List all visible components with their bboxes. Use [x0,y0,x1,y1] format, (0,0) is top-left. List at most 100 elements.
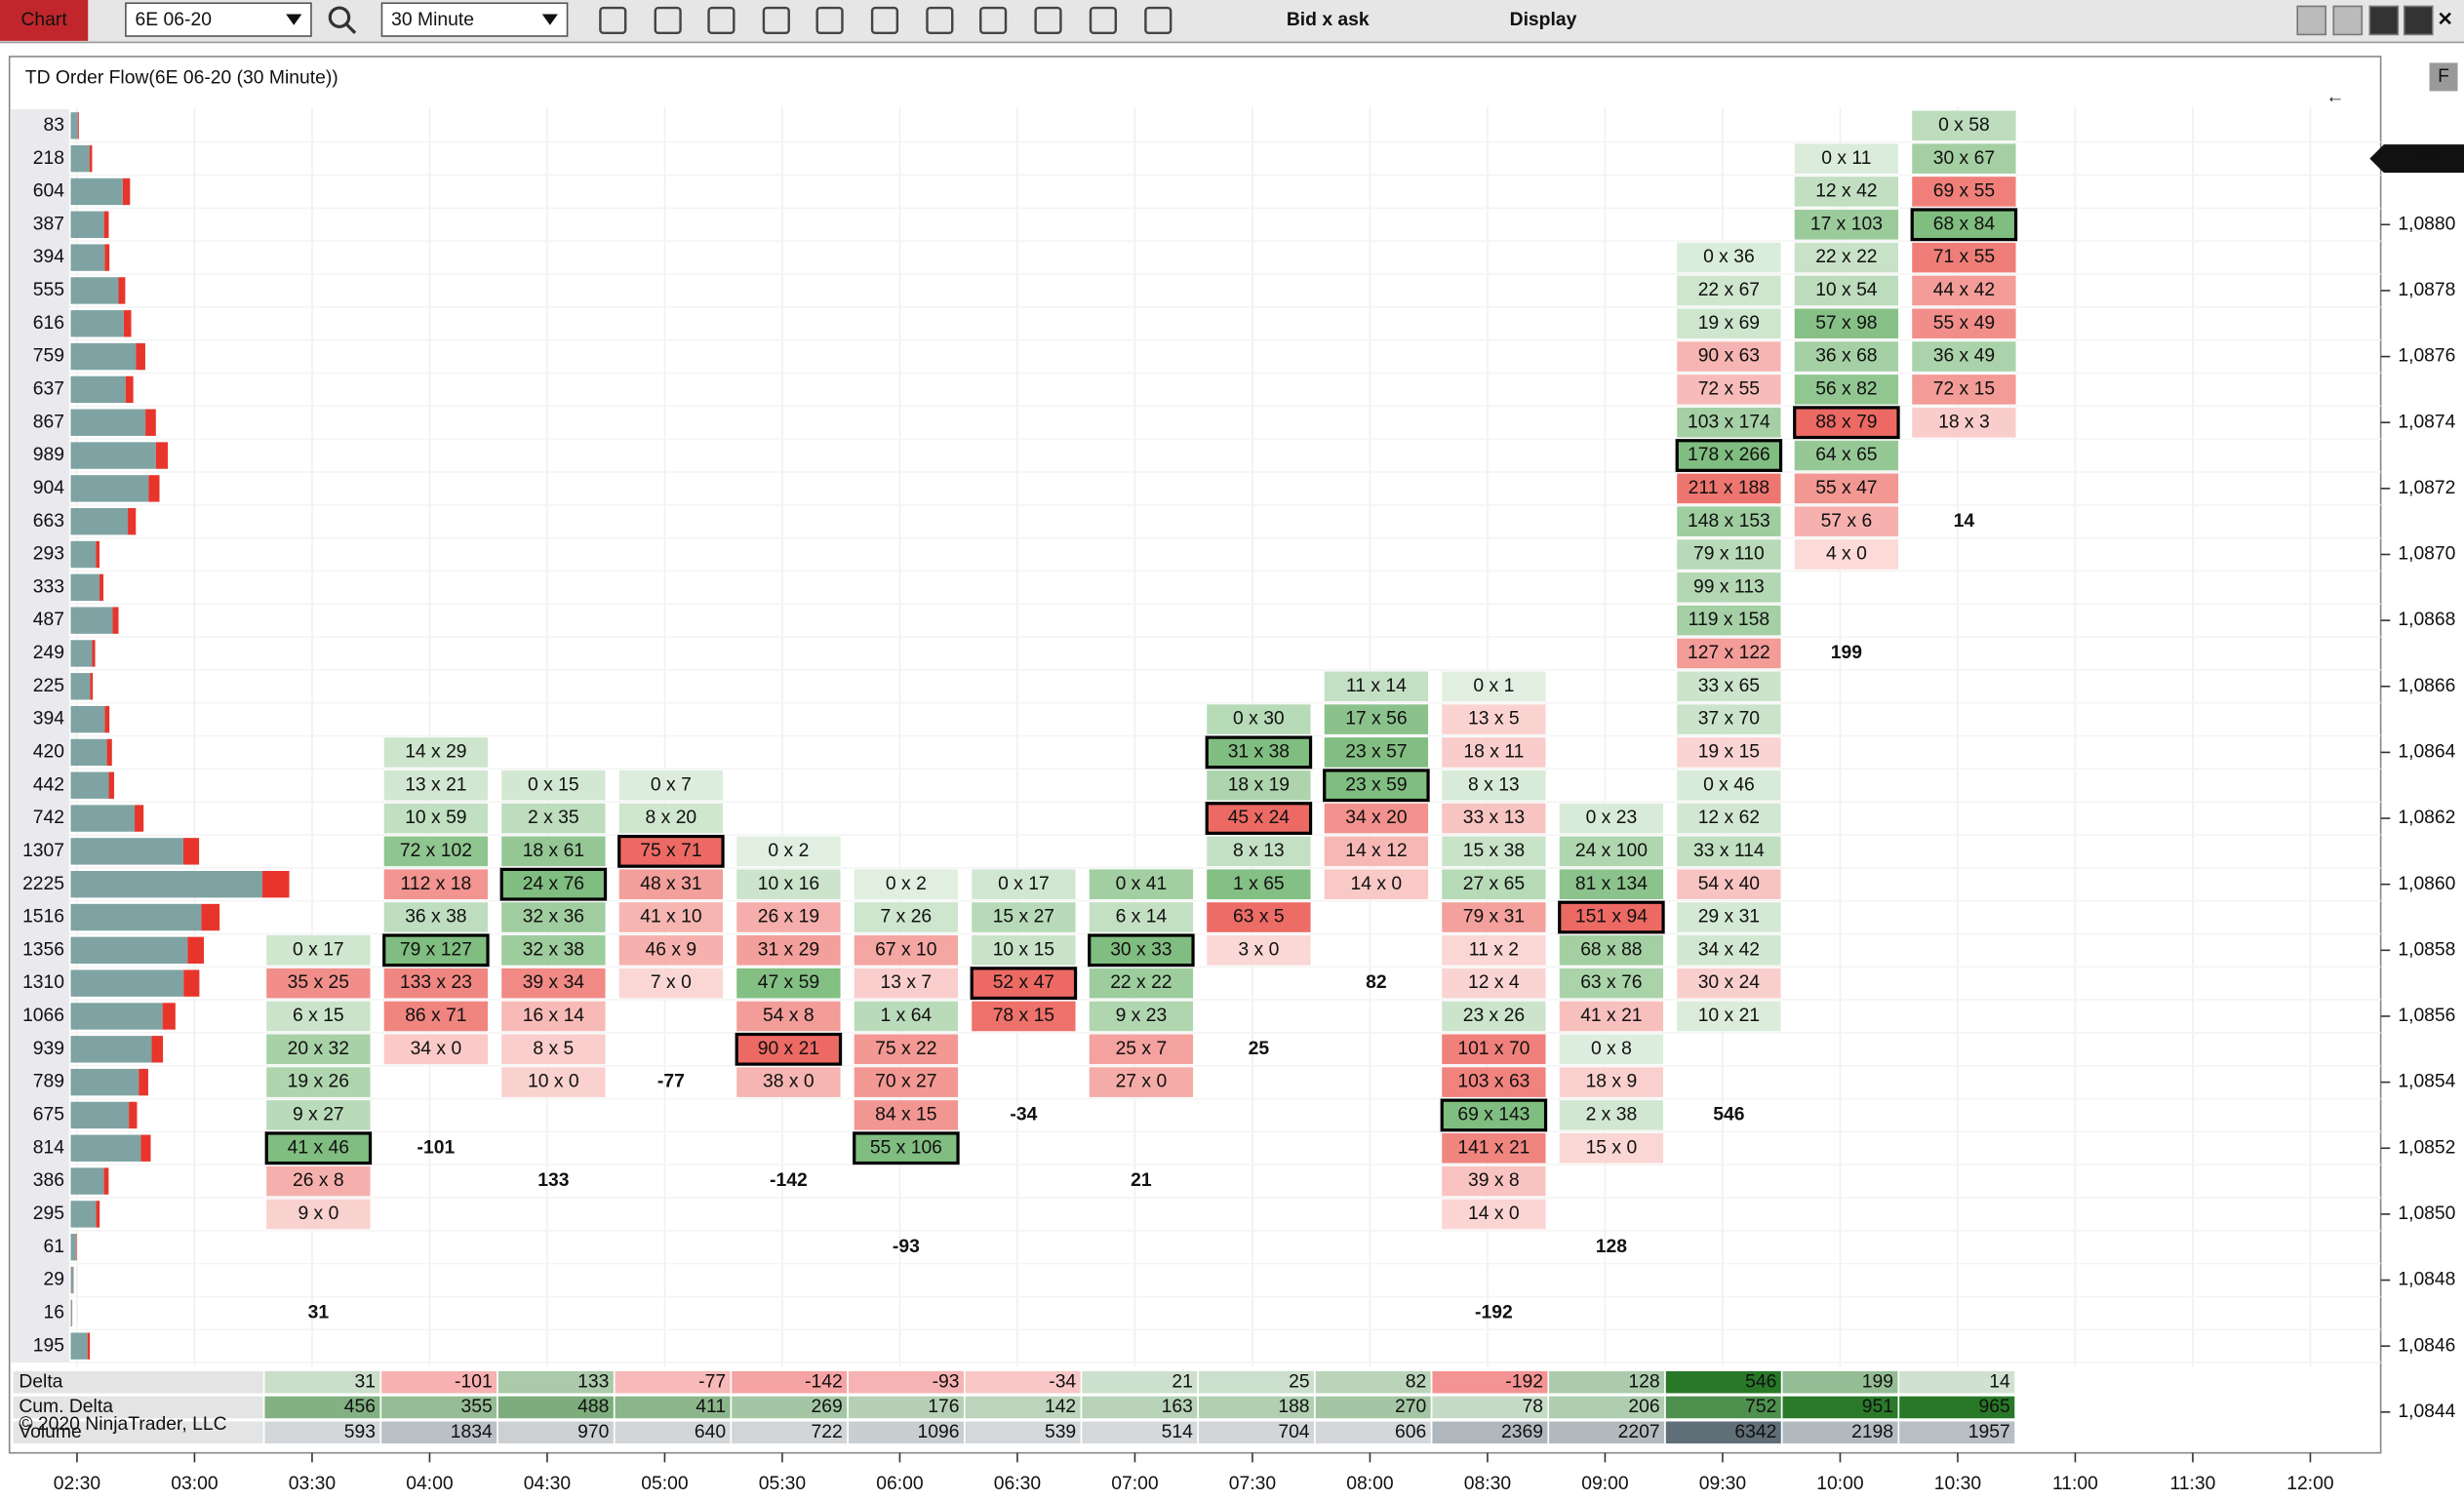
profile-bar-tip [201,903,220,931]
toolbar-icon[interactable] [979,6,1008,35]
cell-label: 35 x 25 [288,972,349,993]
cell-label: 0 x 58 [1938,115,1990,136]
footprint-cell [501,770,606,801]
summary-label: Cum. Delta [19,1397,113,1417]
profile-bar-tip [96,540,99,569]
summary-cell [1780,1395,1900,1420]
cell-label: 68 x 88 [1580,939,1642,960]
toolbar-icon[interactable] [870,6,899,35]
cell-label: 0 x 2 [886,874,927,894]
toolbar-icon[interactable] [815,6,844,35]
profile-bar [70,1101,130,1129]
display-button[interactable]: Display [1510,10,1577,30]
search-icon-handle [344,22,357,34]
summary-value: 78 [1522,1397,1542,1417]
footprint-cell [1442,935,1546,966]
f-button[interactable] [2429,62,2458,92]
footprint-cell [383,836,489,867]
summary-value: 188 [1278,1397,1309,1417]
poc-cell [1440,1098,1548,1132]
summary-value: 142 [1045,1397,1076,1417]
cell-label: 10 x 21 [1698,1006,1760,1026]
cell-label: 9 x 0 [298,1204,338,1224]
column-delta: 25 [1249,1039,1270,1059]
cell-label: 13 x 21 [405,774,466,795]
search-icon[interactable] [328,6,351,28]
profile-label: 867 [33,412,64,432]
window-button[interactable] [2368,5,2400,36]
summary-value: 2369 [1501,1422,1543,1442]
bid-ask-button[interactable]: Bid x ask [1287,10,1370,30]
cell-label: 23 x 57 [1345,742,1407,763]
summary-cell [1430,1369,1550,1396]
summary-cell [1197,1395,1316,1420]
toolbar-icon[interactable] [1144,6,1172,35]
price-label: 1,0844 [2398,1401,2455,1422]
window-button[interactable] [2332,5,2364,36]
instrument-select[interactable] [125,2,312,37]
instrument-select-label: 6E 06-20 [136,10,212,30]
poc-cell [1910,208,2018,242]
profile-label: 195 [33,1335,64,1356]
cell-label: 17 x 56 [1345,709,1407,730]
time-label: 12:00 [2286,1474,2333,1494]
footprint-cell [1912,143,2016,174]
toolbar-icon[interactable] [926,6,954,35]
profile-bar-tip [104,705,110,733]
footprint-cell [1912,407,2016,438]
summary-value: 128 [1628,1371,1659,1392]
profile-bar [70,144,90,173]
footprint-cell [1559,967,1664,999]
interval-select[interactable] [380,2,569,37]
footprint-cell [854,967,959,999]
chart-tab[interactable] [0,0,89,41]
column-delta: 31 [308,1302,330,1322]
profile-bar-tip [140,1134,151,1162]
cell-label: 2 x 38 [1586,1105,1638,1125]
footprint-cell [266,1199,371,1230]
toolbar-icon[interactable] [654,6,682,35]
price-label: 1,0864 [2398,742,2455,763]
profile-bar-tip [135,805,144,832]
cell-label: 119 x 158 [1689,610,1769,630]
summary-value: 2207 [1618,1422,1660,1442]
profile-label: 394 [33,709,64,730]
poc-cell [617,834,725,868]
footprint-cell [266,1067,371,1097]
dropdown-arrow [541,14,558,25]
window-button[interactable] [2296,5,2327,36]
footprint-cell [1559,869,1664,899]
footprint-cell [1559,935,1664,966]
summary-label-cell [12,1369,265,1396]
toolbar-icon[interactable] [599,6,627,35]
profile-label: 394 [33,247,64,267]
cell-label: 54 x 8 [763,1006,815,1026]
profile-bar [70,277,119,304]
toolbar-icon[interactable] [1034,6,1062,35]
footprint-cell [1677,967,1781,999]
profile-bar [70,375,126,404]
cell-label: 16 x 14 [523,1006,585,1026]
column-delta: -93 [893,1237,920,1257]
summary-cell [1547,1369,1666,1396]
cell-label: 45 x 24 [1228,808,1291,828]
profile-label: 293 [33,544,64,565]
toolbar-icon[interactable] [762,6,790,35]
cell-label: 0 x 15 [528,774,579,795]
toolbar-icon[interactable] [1089,6,1117,35]
window-button[interactable] [2403,5,2434,36]
close-button[interactable]: ✕ [2438,10,2453,30]
footprint-cell [501,803,606,834]
summary-value: 970 [577,1422,609,1442]
profile-label: 420 [33,742,64,763]
footprint-cell [1912,275,2016,306]
summary-value: 965 [1979,1397,2010,1417]
cell-label: 127 x 122 [1688,643,1770,663]
back-arrow[interactable]: ← [2325,87,2344,107]
profile-label: 904 [33,478,64,498]
toolbar [0,0,2464,43]
profile-label: 989 [33,445,64,465]
cell-label: 141 x 21 [1457,1137,1530,1158]
footprint-cell [1324,737,1429,768]
toolbar-icon[interactable] [707,6,735,35]
